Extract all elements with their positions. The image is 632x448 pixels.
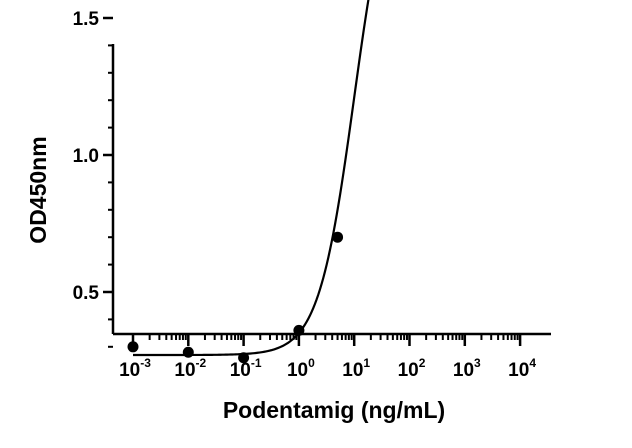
x-axis-label: Podentamig (ng/mL) [223,397,445,423]
x-tick-label: 100 [287,356,315,381]
x-tick-label: 103 [453,356,481,381]
y-tick-label: 0.5 [73,283,100,304]
x-tick-label: 10-1 [230,356,262,381]
fit-curve-group [133,0,370,357]
data-point [127,341,139,353]
y-tick-label: 1.0 [73,146,99,167]
x-tick-label: 102 [398,356,426,381]
data-point [332,231,344,243]
y-axis-label: OD450nm [25,136,51,243]
y-tick-label: 1.5 [73,9,100,30]
x-tick-label: 101 [342,356,370,381]
data-point [182,346,194,358]
fit-curve [133,0,370,357]
data-point [238,352,250,364]
data-point [293,324,305,336]
x-tick-label: 10-3 [119,356,151,381]
data-points [127,231,344,364]
x-tick-label: 104 [508,356,536,381]
x-tick-label: 10-2 [174,356,206,381]
